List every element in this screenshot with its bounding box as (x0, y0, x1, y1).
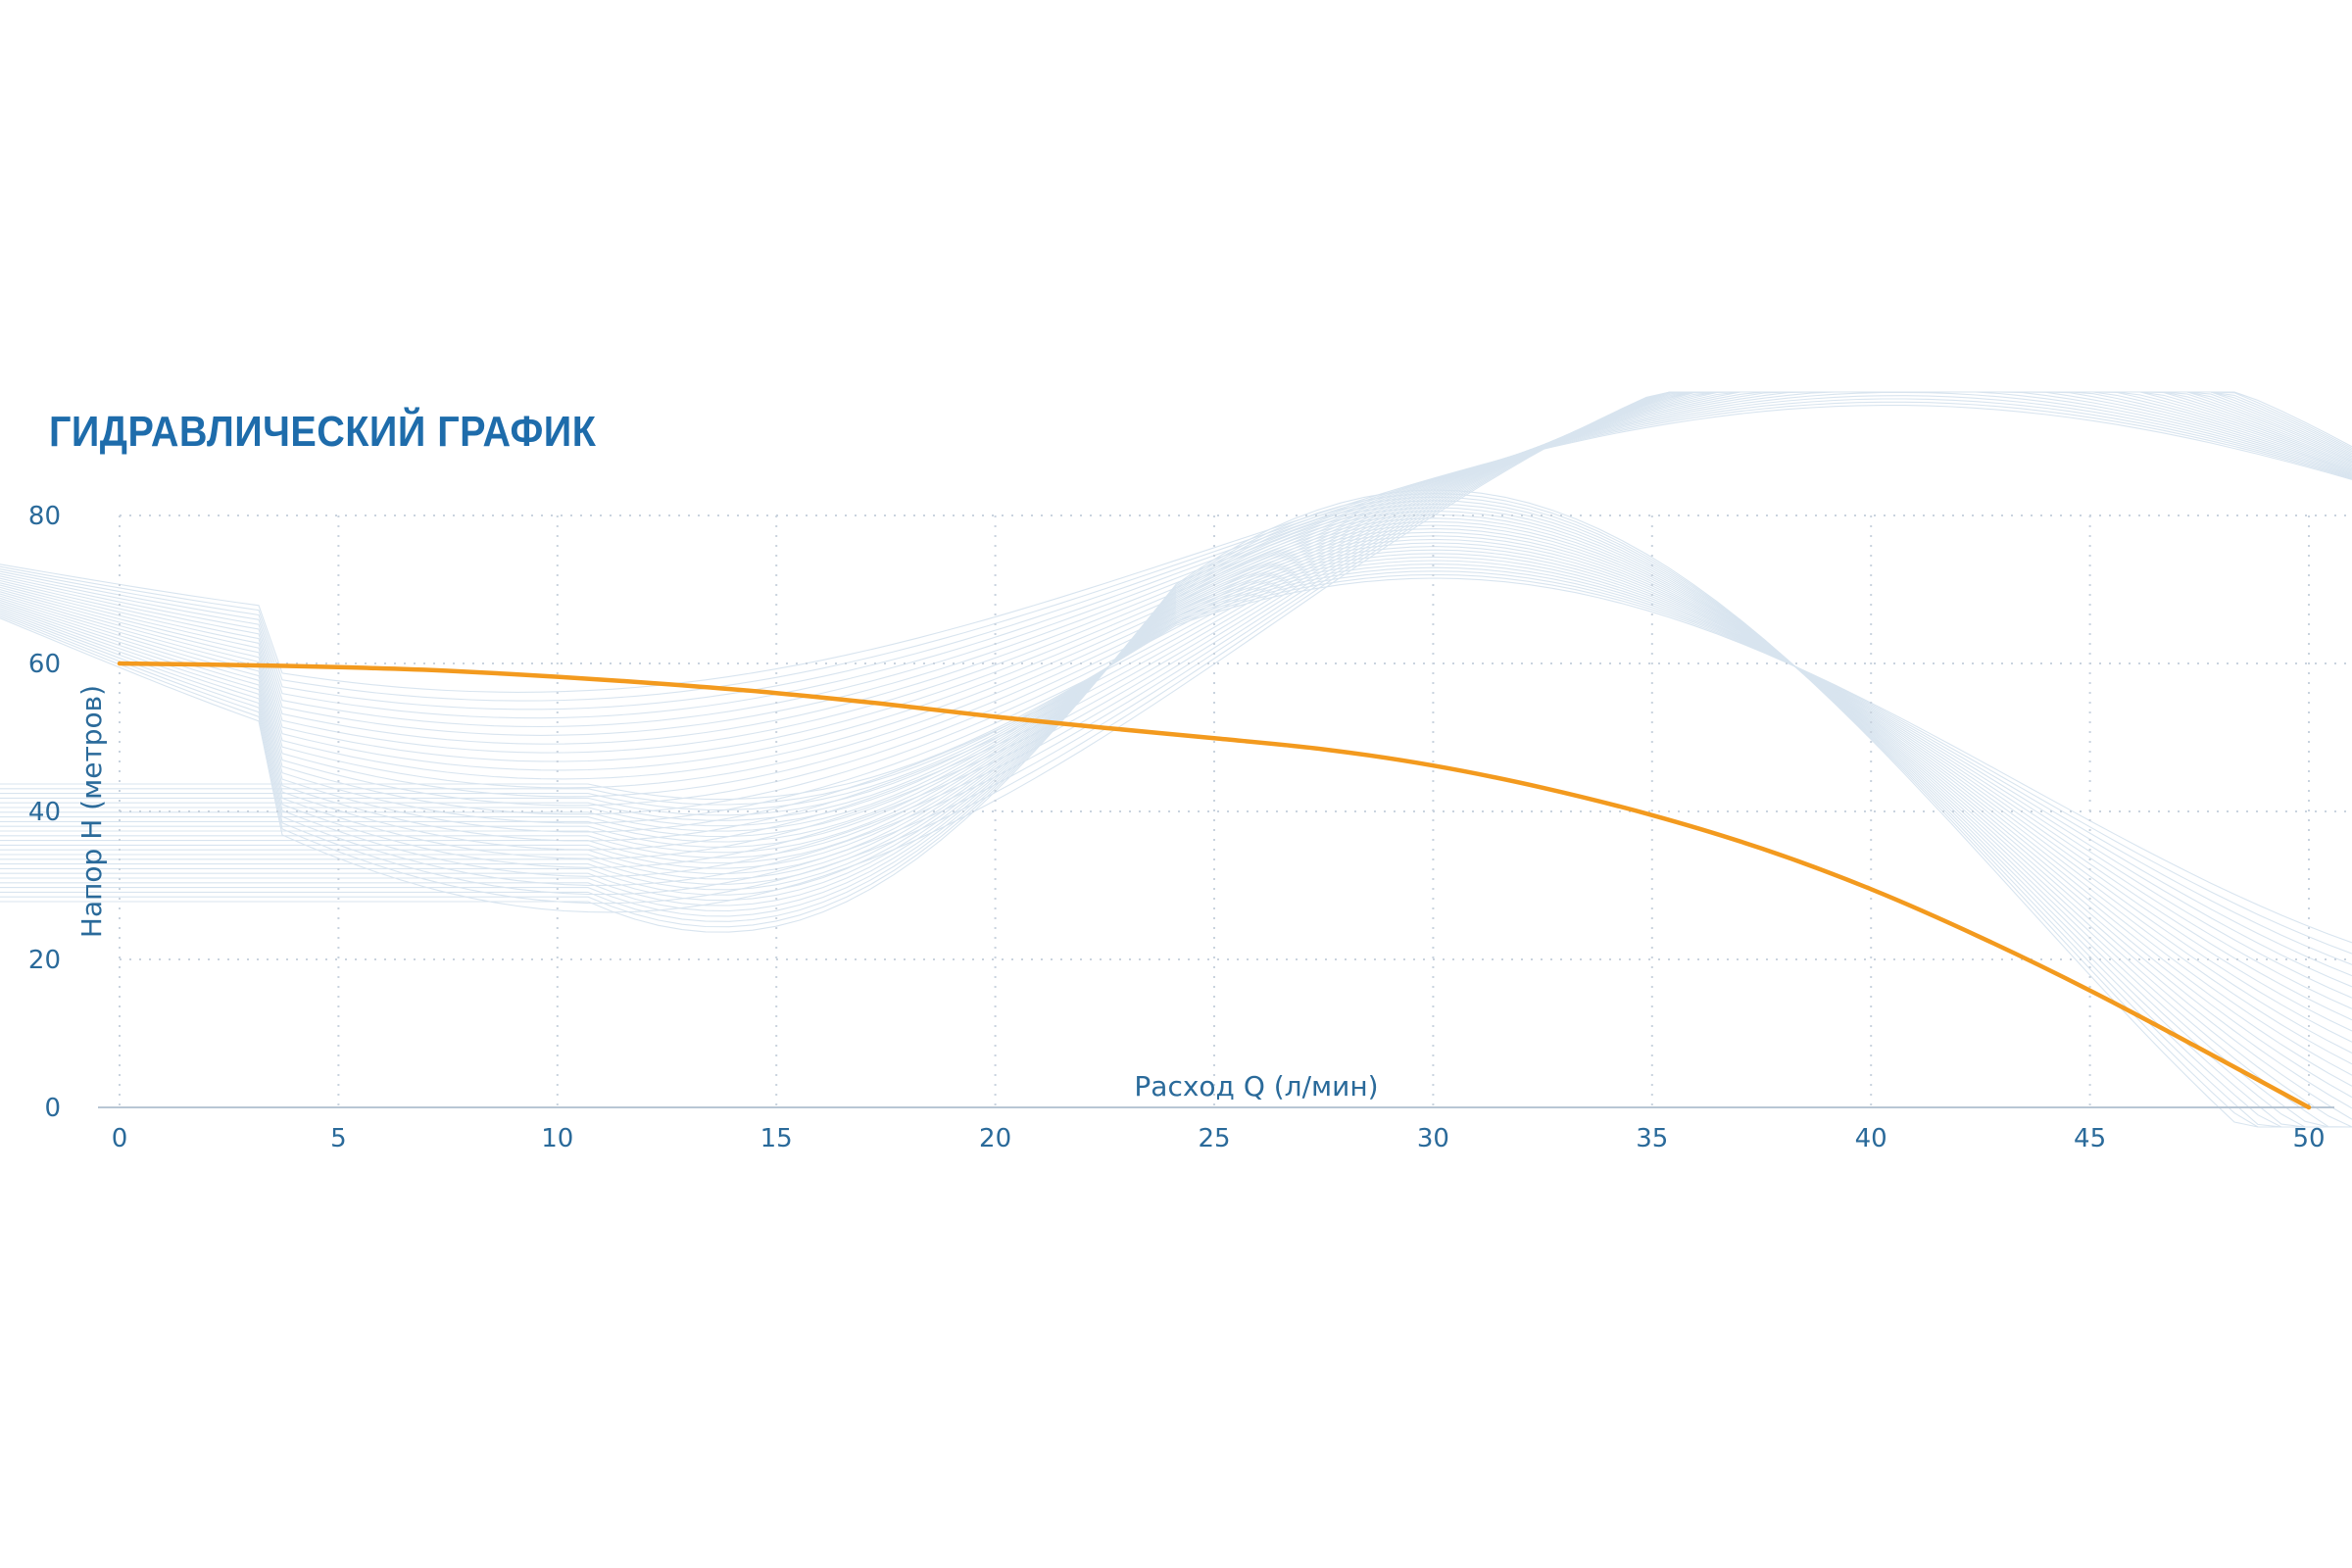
x-tick-label: 15 (760, 1124, 793, 1153)
grid (119, 514, 2348, 1107)
x-axis-label: Расход Q (л/мин) (1134, 1070, 1378, 1102)
x-tick-label: 25 (1198, 1124, 1230, 1153)
x-tick-label: 40 (1855, 1124, 1887, 1153)
x-tick-label: 5 (330, 1124, 347, 1153)
y-tick-label: 40 (28, 798, 61, 827)
y-tick-label: 80 (28, 502, 61, 531)
y-tick-label: 0 (44, 1094, 61, 1123)
y-tick-label: 60 (28, 650, 61, 679)
decorative-wave-lines (0, 391, 2352, 1128)
x-tick-label: 30 (1417, 1124, 1449, 1153)
pump-curve-line (117, 661, 2312, 1110)
x-tick-label: 45 (2074, 1124, 2106, 1153)
chart-title: ГИДРАВЛИЧЕСКИЙ ГРАФИК (49, 408, 597, 456)
x-tick-label: 20 (979, 1124, 1011, 1153)
x-tick-label: 35 (1636, 1124, 1668, 1153)
y-axis-label: Напор H (метров) (75, 685, 108, 938)
x-tick-label: 50 (2292, 1124, 2325, 1153)
y-tick-label: 20 (28, 946, 61, 975)
x-tick-label: 10 (541, 1124, 573, 1153)
x-tick-label: 0 (112, 1124, 128, 1153)
